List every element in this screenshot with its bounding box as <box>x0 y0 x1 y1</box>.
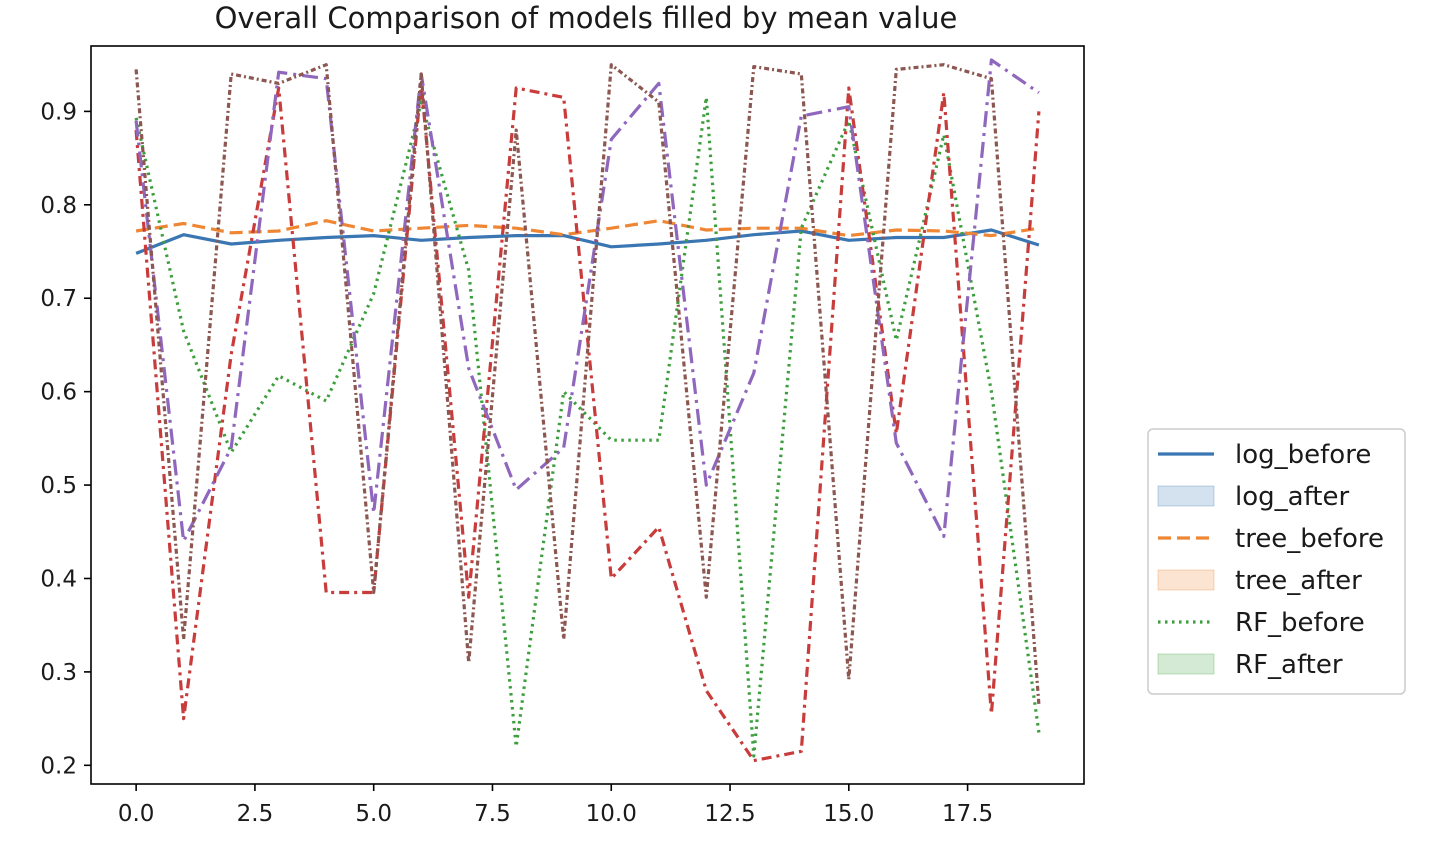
y-tick-label: 0.7 <box>40 286 77 312</box>
series-line-unnamed-5 <box>134 58 1040 543</box>
x-tick-label: 0.0 <box>118 801 155 827</box>
x-axis: 0.0 2.5 5.0 7.5 10.0 12.5 15.0 17.5 <box>118 784 993 827</box>
legend-label-log-before: log_before <box>1235 440 1371 470</box>
y-axis: 0.2 0.3 0.4 0.5 0.6 0.7 0.8 0.9 <box>40 99 91 779</box>
legend-label-rf-after: RF_after <box>1235 650 1343 680</box>
x-tick-label: 17.5 <box>942 801 993 827</box>
y-tick-label: 0.6 <box>40 380 77 406</box>
x-tick-label: 7.5 <box>474 801 511 827</box>
series-line-unnamed-4 <box>134 81 1041 763</box>
series-line-tree-before <box>135 219 1040 238</box>
y-tick-label: 0.3 <box>40 660 77 686</box>
y-tick-label: 0.9 <box>40 99 77 125</box>
x-tick-label: 2.5 <box>237 801 274 827</box>
legend: log_before log_after tree_before tree_after… <box>1147 428 1406 695</box>
y-tick-label: 0.4 <box>40 566 77 592</box>
series-line-unnamed-6 <box>134 63 1041 705</box>
x-tick-label: 10.0 <box>586 801 637 827</box>
plot-frame <box>90 45 1085 785</box>
legend-label-tree-before: tree_before <box>1235 524 1384 554</box>
x-tick-label: 15.0 <box>823 801 874 827</box>
legend-label-log-after: log_after <box>1235 482 1349 512</box>
legend-box <box>1147 428 1406 695</box>
x-tick-label: 5.0 <box>355 801 392 827</box>
chart-title: Overall Comparison of models filled by m… <box>215 1 958 35</box>
y-tick-label: 0.5 <box>40 473 77 499</box>
x-tick-label: 12.5 <box>704 801 755 827</box>
y-tick-label: 0.8 <box>40 193 77 219</box>
series-line-log-before <box>135 228 1040 255</box>
plot-series <box>134 58 1041 763</box>
legend-label-rf-before: RF_before <box>1235 608 1365 638</box>
legend-swatch-rf-after <box>1157 653 1215 675</box>
y-tick-label: 0.2 <box>40 753 77 779</box>
legend-label-tree-after: tree_after <box>1235 566 1362 596</box>
legend-swatch-tree-after <box>1157 569 1215 591</box>
series-line-rf-before <box>134 95 1041 758</box>
legend-swatch-log-after <box>1157 485 1215 507</box>
